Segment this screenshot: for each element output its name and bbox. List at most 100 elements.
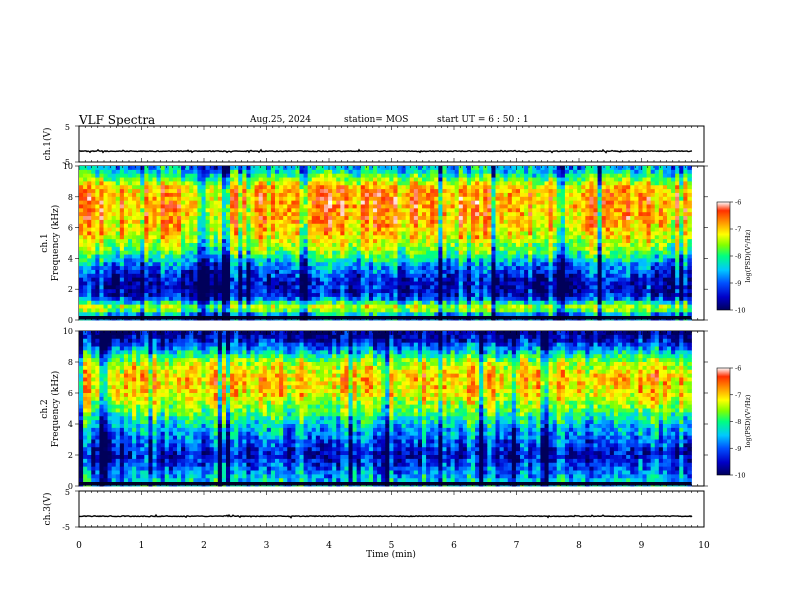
spectrogram-cell [79, 269, 84, 275]
spectrogram-cell [315, 189, 321, 194]
spectrogram-cell [336, 289, 341, 294]
spectrogram-cell [144, 239, 149, 244]
spectrogram-cell [479, 300, 484, 305]
spectrogram-cell [389, 262, 394, 267]
spectrogram-cell [536, 262, 541, 267]
spectrogram-cell [319, 223, 325, 228]
spectrogram-cell [520, 177, 525, 182]
spectrogram-cell [299, 204, 304, 209]
spectrogram-cell [193, 277, 198, 282]
spectrogram-cell [254, 304, 260, 309]
spectrogram-cell [262, 281, 268, 286]
spectrogram-cell [103, 227, 108, 232]
spectrogram-cell [185, 189, 190, 194]
spectrogram-cell [307, 204, 313, 209]
spectrogram-cell [430, 235, 435, 240]
spectrogram-cell [466, 293, 472, 298]
spectrogram-cell [368, 196, 374, 202]
spectrogram-cell [140, 231, 145, 236]
spectrogram-cell [291, 208, 296, 213]
spectrogram-cell [115, 204, 121, 209]
spectrogram-cell [446, 250, 451, 255]
spectrogram-cell [426, 243, 431, 248]
spectrogram-cell [515, 300, 521, 305]
spectrogram-cell [536, 300, 541, 305]
spectrogram-cell [417, 223, 423, 228]
spectrogram-cell [123, 285, 129, 290]
spectrogram-cell [487, 208, 492, 213]
spectrogram-cell [115, 243, 121, 248]
spectrogram-cell [144, 219, 149, 225]
spectrogram-cell [172, 293, 178, 298]
spectrogram-cell [520, 181, 525, 186]
spectrogram-cell [250, 231, 255, 236]
spectrogram-cell [230, 216, 235, 221]
spectrogram-cell [226, 273, 231, 279]
spectrogram-cell [160, 189, 166, 194]
spectrogram-cell [279, 212, 284, 217]
spectrogram-cell [462, 281, 468, 286]
spectrogram-cell [95, 177, 100, 182]
spectrogram-cell [291, 273, 296, 279]
spectrogram-cell [99, 212, 104, 217]
spectrogram-cell [156, 166, 162, 171]
spectrogram-cell [434, 277, 439, 282]
spectrogram-cell [152, 212, 157, 217]
spectrogram-cell [270, 296, 276, 302]
spectrogram-cell [577, 293, 582, 298]
spectrogram-cell [287, 208, 292, 213]
spectrogram-cell [564, 239, 570, 244]
spectrogram-cell [250, 189, 255, 194]
spectrogram-cell [442, 243, 447, 248]
spectrogram-cell [352, 166, 358, 171]
spectrogram-cell [152, 277, 157, 282]
spectrogram-cell [250, 293, 255, 298]
spectrogram-cell [373, 239, 378, 244]
spectrogram-cell [103, 166, 108, 171]
spectrogram-cell [389, 243, 394, 248]
spectrogram-cell [311, 273, 317, 279]
spectrogram-cell [564, 293, 570, 298]
spectrogram-cell [287, 266, 292, 271]
spectrogram-cell [299, 223, 304, 228]
spectrogram-cell [328, 239, 333, 244]
spectrogram-cell [458, 196, 464, 202]
spectrogram-cell [172, 300, 178, 305]
spectrogram-cell [99, 273, 104, 279]
spectrogram-cell [532, 312, 537, 317]
spectrogram-cell [417, 196, 423, 202]
spectrogram-cell [91, 227, 96, 232]
spectrogram-cell [348, 223, 353, 228]
spectrogram-cell [136, 285, 141, 290]
spectrogram-cell [540, 192, 545, 198]
spectrogram-cell [462, 304, 468, 309]
spectrogram-cell [364, 246, 370, 252]
spectrogram-cell [95, 200, 100, 205]
spectrogram-cell [462, 235, 468, 240]
spectrogram-cell [430, 293, 435, 298]
spectrogram-cell [275, 212, 280, 217]
spectrogram-cell [499, 208, 505, 213]
spectrogram-cell [393, 192, 398, 198]
spectrogram-cell [401, 219, 407, 225]
spectrogram-cell [254, 196, 260, 202]
spectrogram-cell [283, 227, 288, 232]
spectrogram-cell [454, 262, 460, 267]
spectrogram-cell [450, 192, 456, 198]
spectrogram-cell [140, 196, 145, 202]
spectrogram-cell [197, 219, 202, 225]
spectrogram-cell [140, 273, 145, 279]
spectrogram-cell [221, 285, 227, 290]
spectrogram-cell [348, 227, 353, 232]
spectrogram-cell [136, 192, 141, 198]
spectrogram-cell [344, 293, 349, 298]
spectrogram-cell [193, 243, 198, 248]
spectrogram-cell [270, 200, 276, 205]
spectrogram-cell [552, 196, 558, 202]
spectrogram-cell [152, 246, 157, 252]
spectrogram-cell [307, 266, 313, 271]
spectrogram-cell [311, 227, 317, 232]
spectrogram-cell [119, 189, 125, 194]
spectrogram-cell [385, 246, 390, 252]
spectrogram-cell [234, 258, 239, 263]
